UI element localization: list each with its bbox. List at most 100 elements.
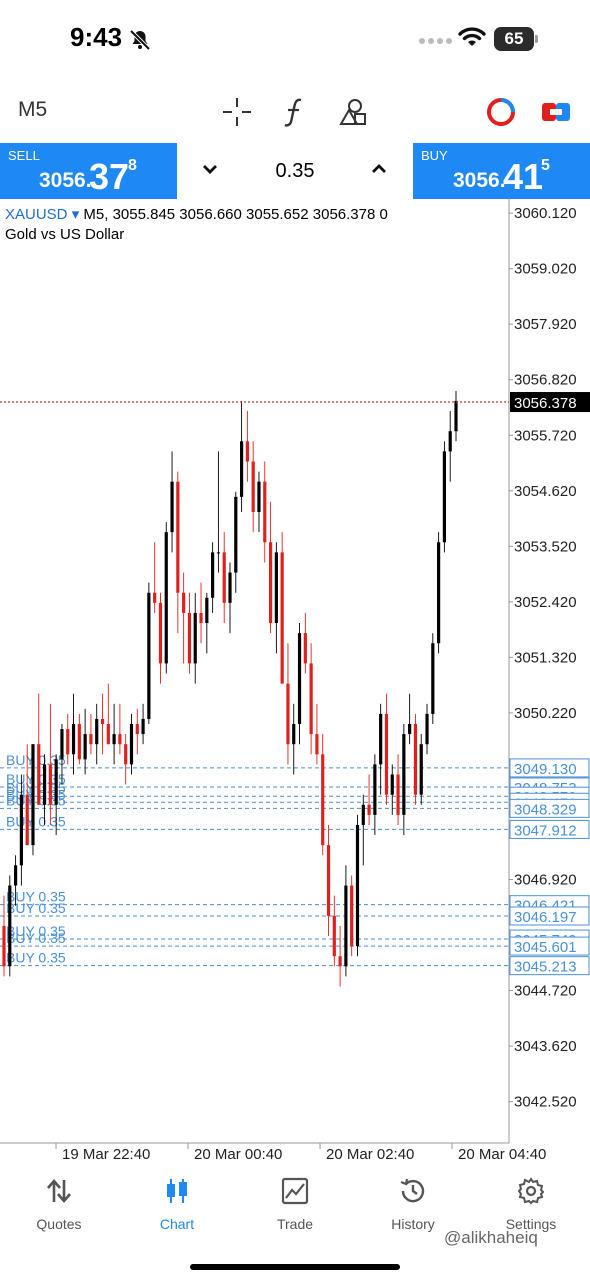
candle-body [396,774,400,815]
candle-body [367,804,371,815]
candle-body [222,552,226,603]
home-indicator[interactable] [190,1264,400,1270]
buy-button[interactable]: BUY 3056. 41 5 [413,143,590,199]
candle-body [315,734,319,755]
current-price-label: 3056.378 [514,395,577,412]
current-price-tag [510,392,590,413]
candle-body [384,713,389,795]
sell-price-sup: 8 [128,157,137,174]
candle-body [361,804,365,825]
candle-body [292,724,296,745]
nav-quotes[interactable]: Quotes [0,1176,118,1246]
candle-body [48,764,52,805]
order-price-label: 3048.329 [514,801,577,818]
price-tick-label: 3054.620 [514,483,577,500]
one-click-trading-icon[interactable] [485,96,517,128]
nav-chart[interactable]: Chart [118,1176,236,1246]
timeframe-selector[interactable]: M5 [18,98,48,121]
price-chart[interactable]: 3060.120 3059.020 3057.920 3056.820 3055.720… [0,199,590,1169]
candle-body [158,602,163,664]
candle-body [124,744,128,765]
candle-body [234,496,238,573]
nav-trade[interactable]: Trade [236,1176,354,1246]
symbol-description: Gold vs US Dollar [5,226,125,243]
candle-body [326,845,331,916]
candle-body [431,643,435,714]
candle-body [31,744,35,846]
candle-body [268,542,273,624]
price-tick-label: 3057.920 [514,316,577,333]
quotes-icon [47,1179,71,1203]
candle-body [100,718,105,725]
candle-body [182,592,186,613]
candle-body [193,612,197,664]
candle-body [8,885,12,967]
order-price-label: 3046.197 [514,909,577,926]
candlestick-chart[interactable]: 3060.120 3059.020 3057.920 3056.820 3055.720… [0,199,590,1169]
candle-body [118,734,122,745]
sell-button[interactable]: SELL 3056. 37 8 [0,143,177,199]
candle-body [245,441,249,462]
candle-body [164,532,168,664]
candle-body [95,718,99,745]
candle-body [135,724,139,735]
indicators-icon[interactable] [279,96,311,128]
buy-label: BUY [421,148,448,163]
chevron-down-icon[interactable] [200,159,220,179]
price-tick-label: 3051.320 [514,649,577,666]
battery-icon: 65 [494,27,538,51]
candle-body [216,552,221,554]
one-click-trade-bar: SELL 3056. 37 8 0.35 BUY 3056. 41 5 [0,143,590,199]
buy-order-label: BUY 0.35 [6,950,66,966]
watermark-text: @alikhaheiq [444,1228,538,1247]
candle-body [297,633,302,725]
time-tick-label: 19 Mar 22:40 [62,1146,150,1163]
order-price-tag [509,906,590,926]
symbol-dropdown-icon[interactable]: ▾ [71,206,80,223]
bottom-nav: Quotes Chart Trade History Settings @a [0,1168,590,1280]
candle-body [338,956,342,967]
buy-price-sup: 5 [541,157,550,174]
candle-body [2,925,6,967]
lot-size-field[interactable]: 0.35 [275,160,315,182]
sell-price-big: 37 [89,156,130,197]
buy-order-label: BUY 0.35 [6,930,66,946]
candle-body [344,885,348,967]
nav-label-history: History [391,1216,435,1232]
order-price-label: 3045.601 [514,939,577,956]
candle-body [66,729,70,755]
candle-body [19,794,23,866]
candle-body [176,481,180,593]
history-icon [400,1178,425,1203]
chevron-up-icon[interactable] [369,159,389,179]
ohlc-values: M5, 3055.845 3056.660 3055.652 3056.378 … [83,206,388,223]
order-price-tag [509,956,590,976]
candle-body [71,724,76,755]
objects-icon[interactable] [337,96,369,128]
symbol-name[interactable]: XAUUSD [5,206,68,223]
sell-label: SELL [8,148,40,163]
candle-body [402,734,406,815]
candle-body [437,542,441,644]
trade-icon [281,1177,309,1205]
candle-body [350,885,354,947]
nav-history[interactable]: History [354,1176,472,1246]
time-tick-label: 20 Mar 04:40 [458,1146,546,1163]
candle-body [141,718,145,735]
candle-body [257,481,261,512]
gear-icon [517,1177,545,1205]
nav-settings[interactable]: Settings [472,1176,590,1246]
buy-order-label: BUY 0.35 [6,813,66,829]
price-tick-label: 3046.920 [514,871,577,888]
trade-panel-icon[interactable] [540,96,572,128]
candle-body [280,552,284,684]
candle-body [274,552,278,624]
signal-dots-icon [419,38,452,44]
chart-toolbar: M5 [0,84,590,140]
candle-body [211,552,215,598]
candle-body [25,794,29,846]
price-tick-label: 3060.120 [514,205,577,222]
crosshair-icon[interactable] [221,96,253,128]
candle-body [373,764,377,815]
price-tick-label: 3042.520 [514,1094,577,1111]
